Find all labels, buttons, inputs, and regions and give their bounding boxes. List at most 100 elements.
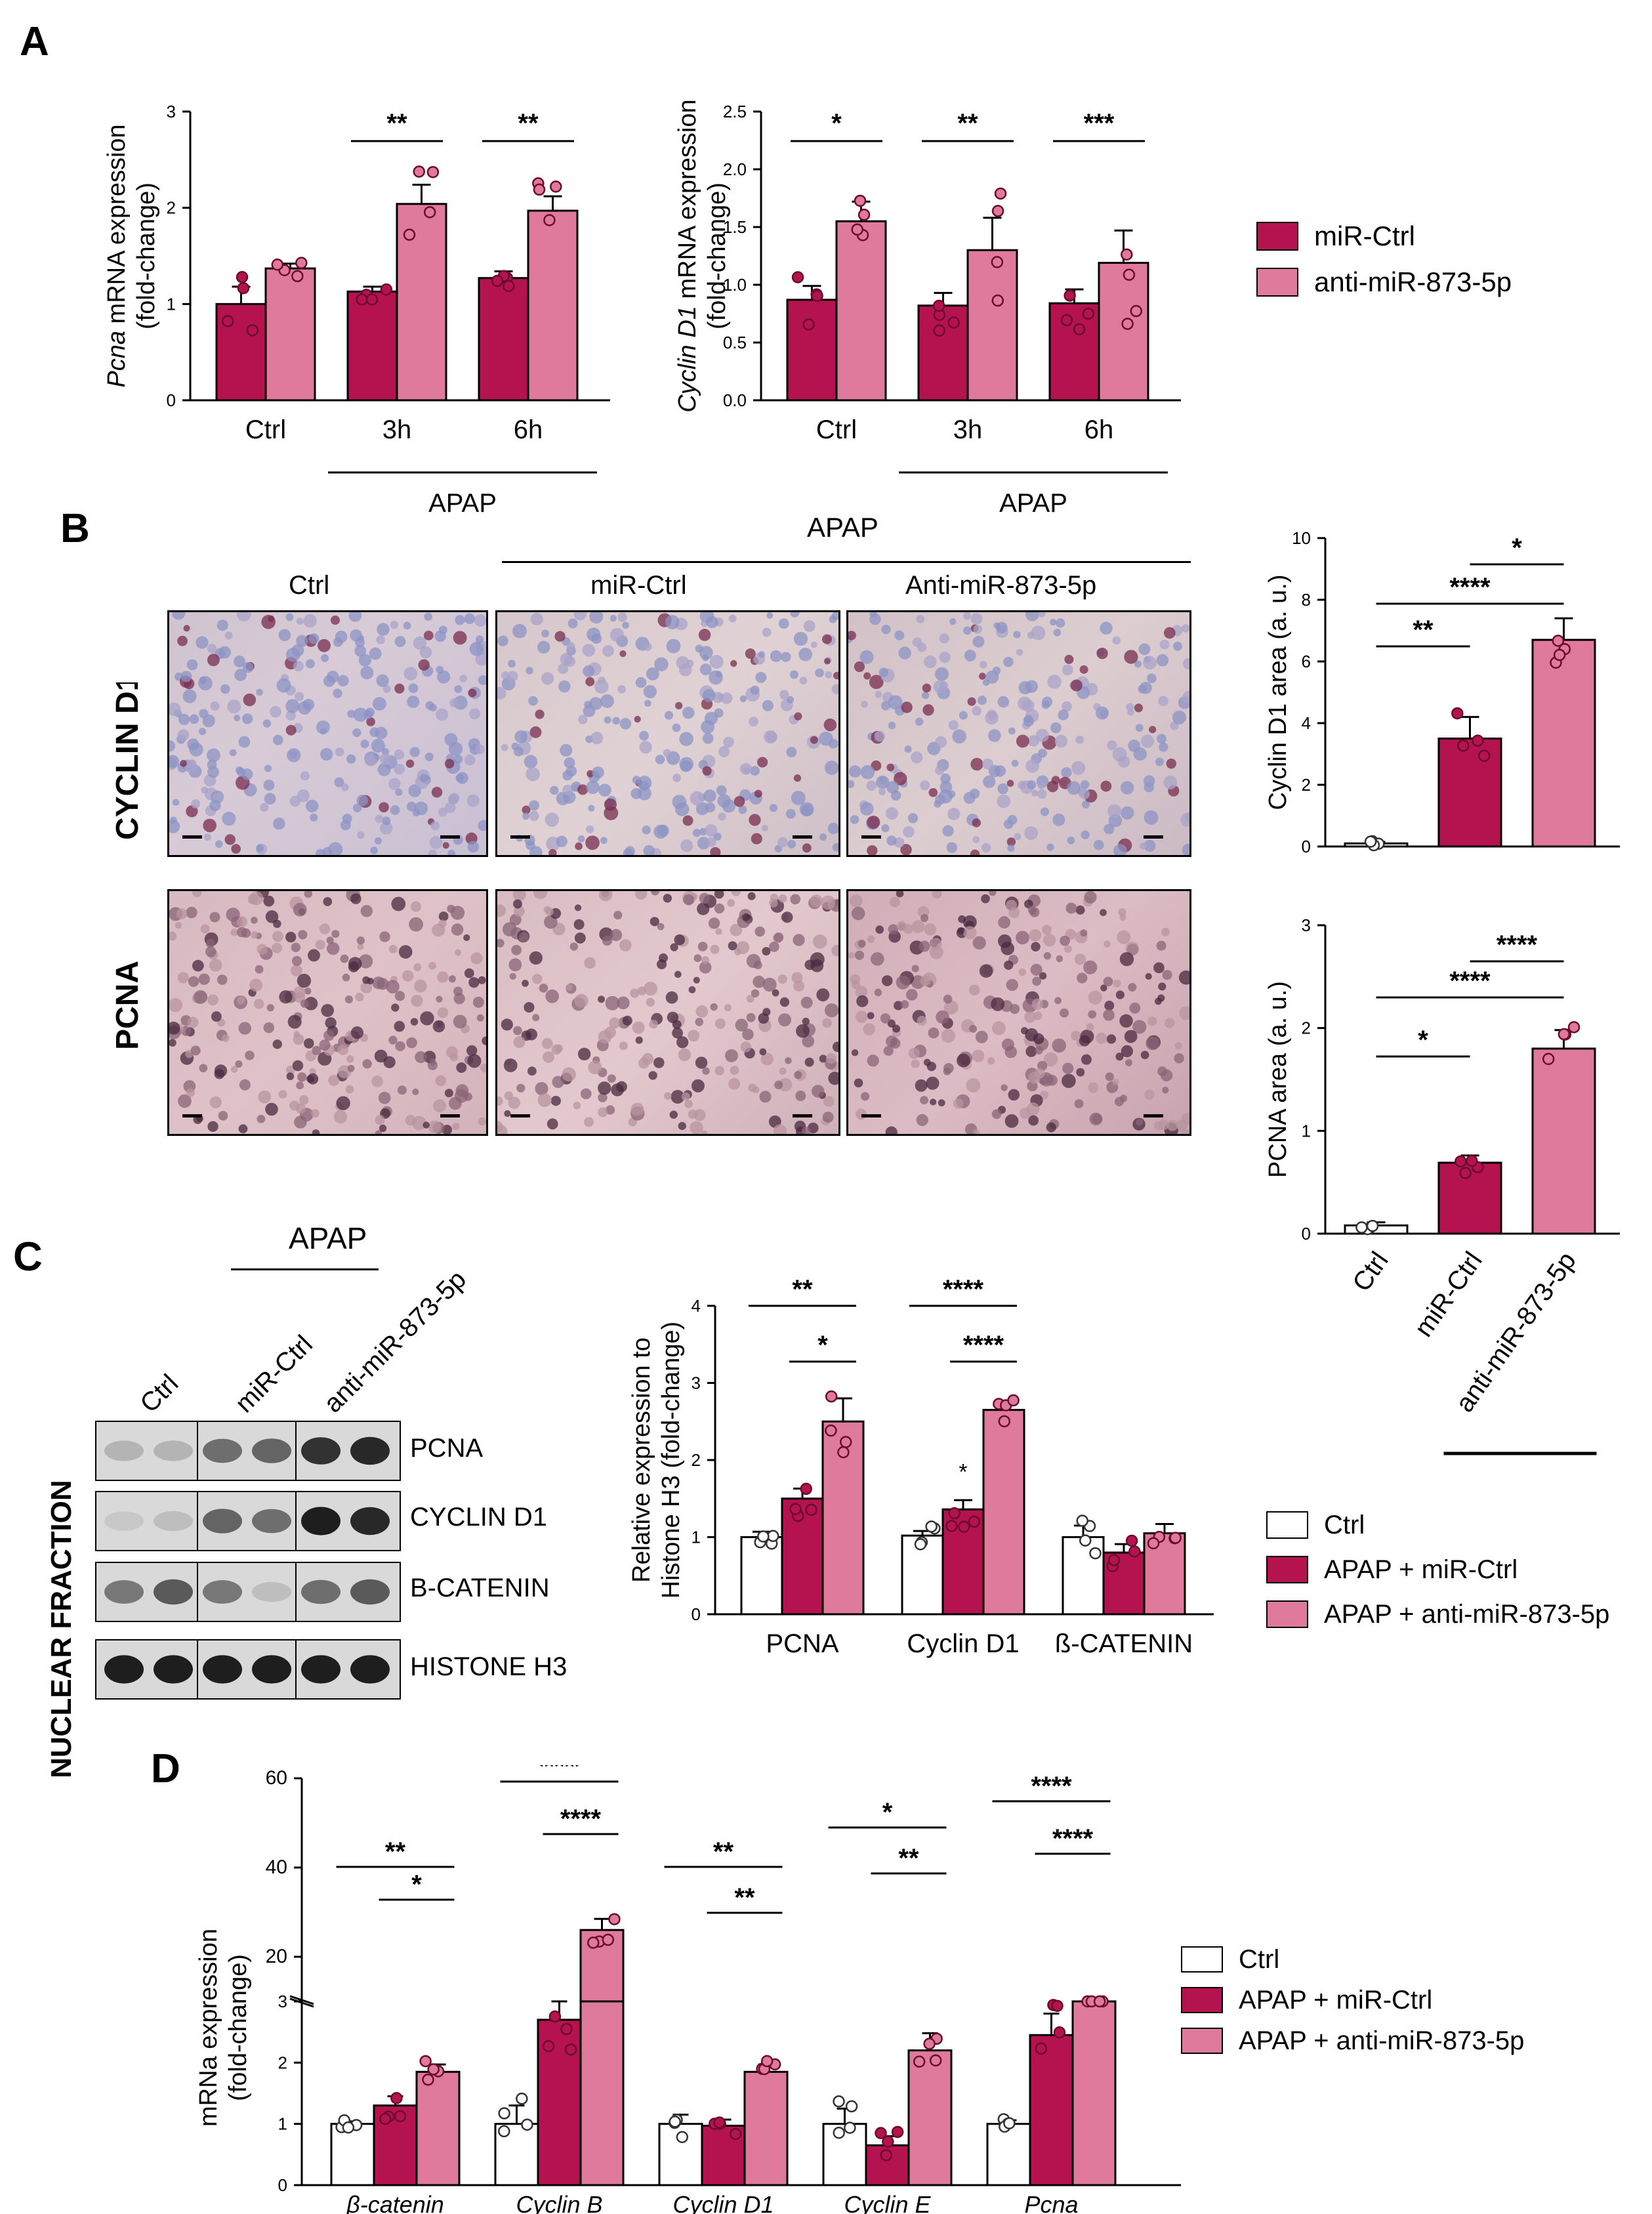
cell-nucleus [1183,658,1189,670]
cell-nucleus [917,642,927,652]
cell-nucleus [245,1051,255,1060]
cell-nucleus [315,848,326,855]
bar [1029,2034,1074,2186]
cell-nucleus [1025,612,1039,621]
cell-nucleus [537,1093,552,1108]
cell-nucleus [347,1064,355,1072]
cell-nucleus [791,972,803,984]
y-tick-label: 1 [167,294,176,314]
cell-nucleus [453,993,465,1005]
cell-nucleus [335,747,344,757]
cell-nucleus [819,1055,827,1063]
cell-nucleus [740,762,752,775]
cell-nucleus [304,891,312,898]
cell-nucleus [646,997,655,1007]
blot-band [252,1655,291,1684]
cell-nucleus [970,757,983,771]
cell-nucleus [972,636,985,648]
cell-nucleus [448,741,463,756]
cell-nucleus [911,751,923,764]
cell-nucleus [291,942,301,953]
cell-nucleus [916,1114,928,1127]
data-point [1073,323,1086,336]
data-point [713,2116,726,2129]
cell-nucleus [1104,824,1115,835]
data-point [394,2110,407,2123]
cell-nucleus [885,1126,898,1134]
legend-label: APAP + anti-miR-873-5p [1239,2026,1525,2055]
cell-nucleus [746,1013,756,1022]
cell-nucleus [598,995,605,1003]
cell-nucleus [428,849,438,855]
cell-nucleus [730,659,737,667]
cell-nucleus [749,717,758,727]
cell-nucleus [1052,1038,1066,1053]
cell-nucleus [507,671,518,682]
apap-bracket-line [502,561,1191,563]
cell-nucleus [1140,734,1155,748]
cell-nucleus [1100,984,1107,992]
cell-nucleus [327,942,340,955]
cell-nucleus [1003,819,1014,829]
cell-nucleus [334,777,344,787]
cell-nucleus [1031,625,1046,640]
data-point [1466,1154,1478,1167]
cell-nucleus [769,898,778,908]
cell-nucleus [772,989,779,997]
cell-nucleus [1071,761,1086,775]
cell-nucleus [678,1048,692,1062]
cell-nucleus [1157,734,1167,744]
data-point [991,294,1004,307]
cell-nucleus [967,697,976,706]
cell-nucleus [319,1039,331,1051]
category-label: PCNA [766,1629,838,1658]
data-point [875,2127,887,2139]
cell-nucleus [997,794,1011,808]
cell-nucleus [564,757,575,768]
cell-nucleus [177,729,190,741]
cell-nucleus [1083,960,1098,974]
cell-nucleus [1025,1045,1037,1057]
cell-nucleus [449,698,459,708]
cell-nucleus [981,894,990,904]
band-label-histone-h3: HISTONE H3 [410,1652,568,1681]
cell-nucleus [360,666,374,680]
legend-swatch [1266,1556,1308,1583]
cell-nucleus [394,991,405,1001]
y-tick-label: 2 [1302,775,1311,795]
cell-nucleus [1119,951,1134,967]
cell-nucleus [549,785,559,795]
cell-nucleus [994,765,1006,777]
data-point [729,2127,742,2141]
bar [478,277,529,402]
cell-nucleus [753,975,766,988]
cell-nucleus [533,891,548,900]
cell-nucleus [774,1080,783,1089]
cell-nucleus [1172,641,1182,651]
cell-nucleus [268,615,275,622]
cell-nucleus [670,943,678,951]
data-point [1053,2026,1066,2039]
cell-nucleus [448,975,456,983]
cell-nucleus [296,617,304,625]
data-point [839,1436,852,1448]
cell-nucleus [478,1117,486,1126]
cell-nucleus [1158,1119,1170,1131]
cell-nucleus [1071,1030,1081,1041]
cell-nucleus [939,651,951,663]
cell-nucleus [182,689,197,703]
data-point [837,1446,850,1459]
cell-nucleus [823,719,837,732]
cell-nucleus [616,1081,627,1093]
cell-nucleus [217,974,228,985]
data-point [1558,1028,1571,1041]
cell-nucleus [943,994,953,1004]
legend-swatch [1181,1946,1223,1973]
panel-letter-b: B [60,506,90,551]
cell-nucleus [285,724,297,736]
cell-nucleus [968,984,980,996]
cell-nucleus [1143,656,1157,670]
cell-nucleus [376,635,385,644]
significance-label: ** [792,1275,813,1304]
cell-nucleus [374,837,382,845]
